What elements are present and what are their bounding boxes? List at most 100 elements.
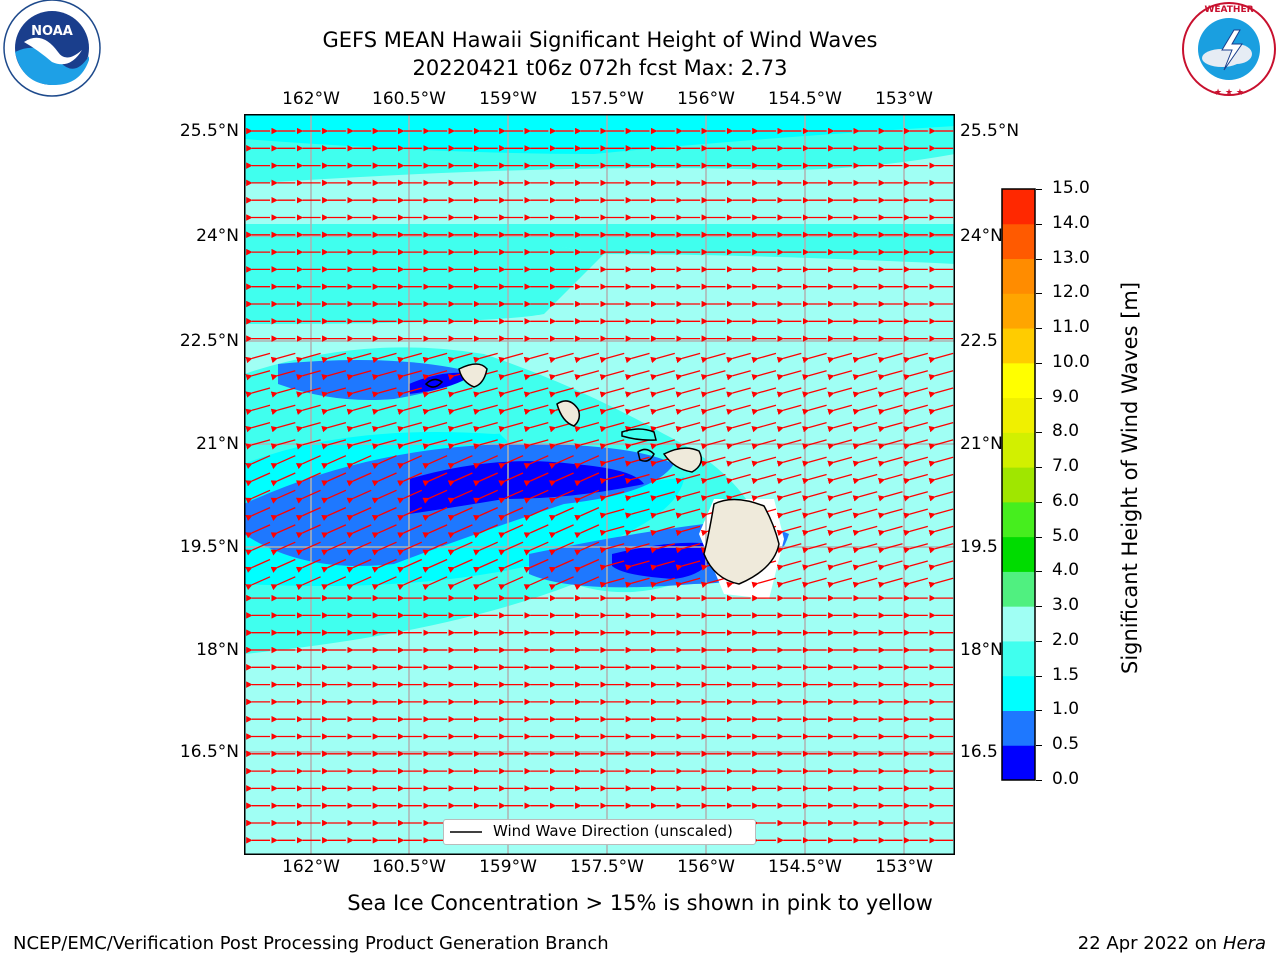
wave-direction-arrow <box>776 560 802 571</box>
wave-direction-arrow <box>650 543 675 554</box>
lat-tick-label: 22.5°N <box>179 331 239 351</box>
wave-direction-arrow <box>245 507 271 521</box>
wave-direction-arrow <box>321 472 347 487</box>
wave-direction-arrow <box>574 558 600 573</box>
wave-direction-arrow <box>346 524 372 539</box>
wave-direction-arrow <box>321 558 347 573</box>
colorbar-tick-mark <box>1036 745 1042 747</box>
wave-direction-arrow <box>877 404 903 415</box>
wave-direction-arrow <box>877 508 903 519</box>
wave-direction-arrow <box>624 352 650 364</box>
wave-direction-arrow <box>852 404 878 415</box>
wave-direction-arrow <box>498 558 524 573</box>
wave-direction-arrow <box>447 421 473 433</box>
wave-direction-arrow <box>827 439 853 450</box>
wave-direction-arrow <box>270 489 296 504</box>
lon-tick-label: 154.5°W <box>768 89 842 109</box>
wave-direction-arrow <box>624 577 650 588</box>
wave-direction-arrow <box>903 456 928 467</box>
wave-direction-arrow <box>852 473 878 485</box>
lat-tick-label: 21°N <box>960 434 1003 454</box>
colorbar-segment <box>1002 362 1035 399</box>
wave-direction-arrow <box>245 455 271 470</box>
wave-direction-arrow <box>802 491 827 502</box>
colorbar-tick-mark <box>1036 571 1042 573</box>
wave-direction-arrow <box>447 404 473 415</box>
footer-date-text: 22 Apr 2022 on <box>1077 933 1223 954</box>
colorbar-segment <box>1002 258 1035 294</box>
molokai-island <box>621 428 657 441</box>
wave-direction-arrow <box>296 370 321 381</box>
wave-direction-arrow <box>296 439 321 450</box>
hawaiian-islands <box>424 363 780 585</box>
colorbar-tick-label: 1.0 <box>1052 699 1080 720</box>
wave-direction-arrow <box>321 507 347 521</box>
wave-direction-arrow <box>675 543 701 554</box>
wave-direction-arrow <box>650 473 675 485</box>
wave-direction-arrow <box>270 507 296 521</box>
colorbar-tick-label: 15.0 <box>1052 178 1090 198</box>
colorbar-segment <box>1002 606 1035 642</box>
wave-direction-arrow <box>523 439 549 450</box>
lon-tick-label: 157.5°W <box>570 857 644 877</box>
wave-direction-arrow <box>802 508 827 519</box>
wave-direction-arrow <box>295 507 321 521</box>
wave-direction-arrow <box>397 576 423 591</box>
wave-direction-arrow <box>776 491 802 502</box>
wave-direction-arrow <box>422 541 448 556</box>
wave-direction-arrow <box>346 507 372 521</box>
wave-direction-arrow <box>548 489 574 504</box>
wave-direction-arrow <box>852 370 878 381</box>
wave-direction-arrow <box>776 404 802 415</box>
wave-direction-arrow <box>447 455 473 470</box>
wave-direction-arrow <box>397 370 422 381</box>
wave-direction-arrow <box>650 439 675 450</box>
wave-direction-arrow <box>726 370 751 381</box>
wave-direction-arrow <box>473 507 498 521</box>
wave-direction-arrow <box>751 473 777 485</box>
wave-direction-arrow <box>245 541 271 556</box>
wave-direction-arrow <box>296 404 321 415</box>
wave-direction-arrow <box>523 421 549 433</box>
wave-direction-arrow <box>574 404 600 415</box>
wave-direction-arrow <box>270 455 296 470</box>
wave-direction-arrow <box>296 352 321 364</box>
wave-direction-arrow <box>549 370 574 381</box>
wave-direction-arrow <box>827 421 853 433</box>
wave-direction-arrow <box>548 455 574 470</box>
wave-direction-arrow <box>624 387 650 398</box>
colorbar-tick-label: 8.0 <box>1052 421 1080 442</box>
wave-direction-arrow <box>624 525 650 537</box>
wave-direction-arrow <box>877 456 903 467</box>
wave-direction-arrow <box>397 489 423 504</box>
lat-tick-label: 25.5°N <box>179 121 239 141</box>
wave-direction-arrow <box>903 491 928 502</box>
wave-direction-arrow <box>270 439 296 450</box>
colorbar-tick-label: 5.0 <box>1052 525 1080 546</box>
wave-direction-arrow <box>877 473 903 485</box>
wave-direction-arrow <box>903 439 928 450</box>
wave-direction-arrow <box>827 387 853 398</box>
wave-direction-arrow <box>295 558 321 573</box>
wave-direction-arrow <box>422 404 448 415</box>
colorbar-label: Significant Height of Wind Waves [m] <box>1118 281 1142 674</box>
wave-direction-arrow <box>802 473 827 485</box>
colorbar-tick-mark <box>1036 397 1042 399</box>
wave-direction-arrow <box>346 576 372 591</box>
wave-direction-arrow <box>397 541 423 556</box>
lat-tick-label: 21°N <box>196 434 239 454</box>
wave-direction-arrow <box>599 352 625 364</box>
noaa-logo-icon: NOAA <box>3 0 101 97</box>
wave-direction-arrow <box>321 524 347 539</box>
wave-direction-arrow <box>624 370 650 381</box>
colorbar-tick-mark <box>1036 189 1042 190</box>
wave-direction-arrow <box>523 524 549 539</box>
colorbar-tick-mark <box>1036 710 1042 712</box>
wave-direction-arrow <box>549 352 574 364</box>
wave-height-map <box>244 114 955 855</box>
colorbar-segment <box>1002 536 1035 572</box>
wave-direction-arrow <box>498 489 524 504</box>
wave-direction-arrow <box>802 560 827 571</box>
map-frame <box>244 114 955 855</box>
map-title: GEFS MEAN Hawaii Significant Height of W… <box>322 28 878 52</box>
